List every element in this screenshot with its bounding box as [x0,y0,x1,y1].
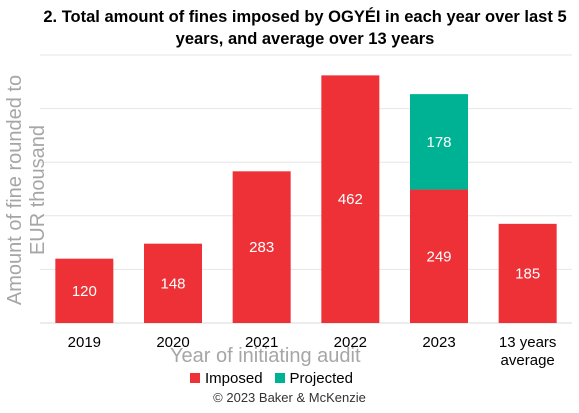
data-label: 462 [338,191,363,208]
copyright-footer: © 2023 Baker & McKenzie [213,390,366,405]
y-axis-label: Amount of fine rounded to EUR thousand [4,74,49,306]
bar-imposed [232,171,291,323]
x-axis-label: Year of initiating audit [170,345,361,367]
data-label: 249 [426,248,451,265]
bar-imposed [321,75,380,323]
data-label: 178 [426,134,451,151]
bar-imposed [144,243,202,323]
x-tick-label: 2022 [334,334,367,351]
data-label: 120 [72,283,97,300]
legend-label-imposed: Imposed [205,369,263,387]
bar-projected [410,94,468,190]
data-label: 283 [249,239,274,256]
legend: Imposed Projected [190,367,353,389]
x-tick-label: 2021 [245,334,278,351]
legend-swatch-imposed [190,373,200,383]
x-tick-label: 2019 [68,334,101,351]
data-label: 148 [160,275,185,292]
bar-imposed [498,223,557,323]
x-tick-label: 2023 [422,334,455,351]
legend-item-imposed: Imposed [190,370,263,387]
data-label: 185 [515,265,540,282]
x-tick-label: average [501,352,555,369]
chart-title: 2. Total amount of fines imposed by OGYÉ… [43,8,567,48]
bar-imposed [55,258,114,323]
legend-item-projected: Projected [274,369,353,387]
x-tick-label: 2020 [156,334,189,351]
legend-label-projected: Projected [289,369,353,387]
legend-swatch-projected [274,373,285,383]
x-tick-label: 13 years [499,334,557,351]
bar-imposed [410,189,468,323]
